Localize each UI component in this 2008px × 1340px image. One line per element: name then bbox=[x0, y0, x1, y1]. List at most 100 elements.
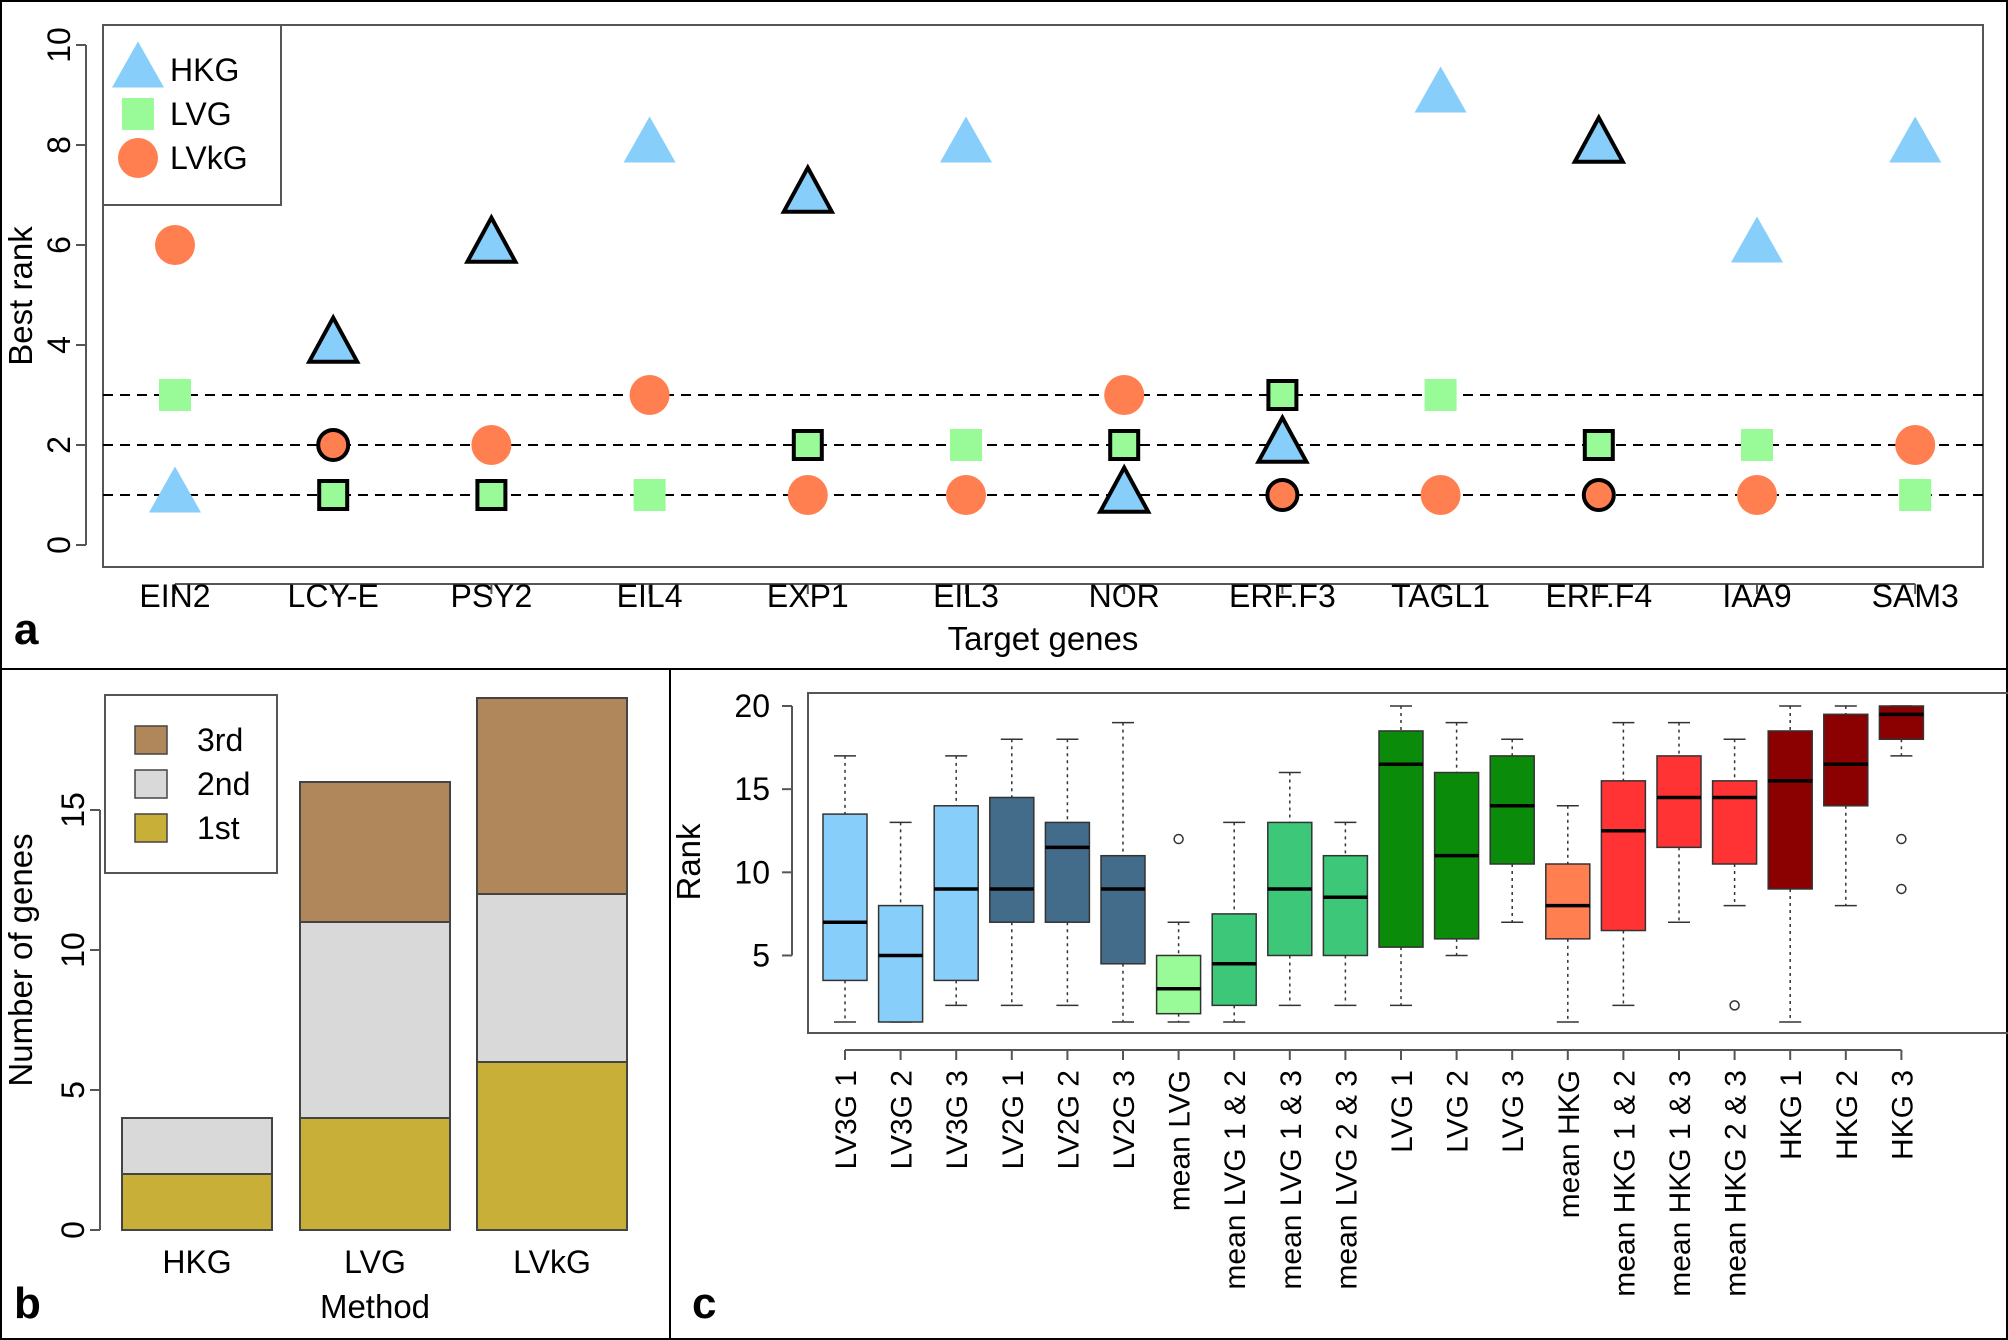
panel-a-y-tick-label: 8 bbox=[41, 136, 77, 154]
panel-a-point-lvkg-iaa9 bbox=[1737, 475, 1777, 515]
panel-a-point-lvkg-erf-f4 bbox=[1581, 478, 1616, 512]
panel-a-legend-marker-lvg bbox=[122, 98, 154, 130]
panel-c-box-lv3g-3 bbox=[933, 805, 979, 982]
panel-a-point-hkg-tagl1 bbox=[1414, 66, 1467, 113]
panel-a-point-lvkg-lcy-e bbox=[316, 428, 351, 462]
panel-a-point-lvg-erf-f4 bbox=[1582, 429, 1615, 461]
panel-c-box-mean-hkg-1-2 bbox=[1600, 780, 1647, 932]
panel-c-x-tick-label-mean-hkg-2-3: mean HKG 2 & 3 bbox=[1720, 1070, 1753, 1297]
panel-c-box-mean-hkg-1-3 bbox=[1656, 755, 1702, 849]
panel-c-x-tick-label-hkg-2: HKG 2 bbox=[1831, 1070, 1864, 1160]
panel-a-y-tick-label: 4 bbox=[41, 336, 77, 354]
panel-a-legend-label-hkg: HKG bbox=[170, 52, 239, 88]
panel-a-x-tick-label-psy2: PSY2 bbox=[450, 578, 532, 614]
panel-c-outlier-mean-hkg-2-3 bbox=[1729, 1000, 1740, 1011]
panel-b-bar-hkg-2nd bbox=[121, 1117, 273, 1175]
panel-a-point-lvkg-eil3 bbox=[946, 475, 986, 515]
panel-a-point-lvg-eil4 bbox=[633, 479, 666, 511]
panel-a-y-tick-label: 10 bbox=[41, 27, 77, 63]
panel-c-box-hkg-2 bbox=[1823, 713, 1869, 807]
panel-c-x-tick-label-mean-hkg-1-3: mean HKG 1 & 3 bbox=[1664, 1070, 1697, 1297]
panel-c-plot-frame bbox=[807, 692, 2008, 1034]
panel-c-letter: c bbox=[692, 1279, 716, 1328]
panel-a-x-tick-label-erf-f3: ERF.F3 bbox=[1229, 578, 1336, 614]
panel-b-legend-swatch-3rd bbox=[134, 725, 168, 755]
panel-c-x-tick-label-mean-hkg: mean HKG bbox=[1553, 1070, 1586, 1218]
panel-c-box-mean-lvg-2-3 bbox=[1322, 854, 1369, 957]
panel-b-y-tick-label: 10 bbox=[55, 932, 91, 968]
panel-a-y-tick-label: 0 bbox=[41, 536, 77, 554]
panel-c-x-tick-label-mean-lvg-1-3: mean LVG 1 & 3 bbox=[1275, 1070, 1308, 1290]
panel-a-point-lvkg-psy2 bbox=[471, 425, 512, 465]
panel-c-x-tick-label-lvg-2: LVG 2 bbox=[1442, 1070, 1475, 1153]
panel-a-scatter: 0 2 4 6 8 10 EIN2 LCY-E PSY2 EIL4 EXP1 EIL3 NOR ERF.F… bbox=[2, 24, 1984, 657]
panel-b-bar-lvkg-1st bbox=[476, 1061, 628, 1231]
panel-c-outlier-hkg-3 bbox=[1896, 833, 1907, 845]
panel-a-legend-marker-lvkg bbox=[118, 138, 158, 178]
panel-b-bar-lvg-1st bbox=[299, 1117, 451, 1231]
panel-c-x-tick-label-lv2g-3: LV2G 3 bbox=[1108, 1070, 1141, 1170]
panel-c-outlier-mean-lvg bbox=[1173, 833, 1184, 845]
panel-a-point-lvg-erf-f3 bbox=[1266, 379, 1299, 411]
panel-c-y-tick-label: 5 bbox=[752, 937, 770, 973]
panel-a-point-lvkg-tagl1 bbox=[1420, 475, 1461, 515]
panel-c-box-lvg-1 bbox=[1378, 730, 1424, 948]
panel-b-legend: 3rd 2nd 1st bbox=[104, 694, 278, 874]
panel-b-legend-swatch-1st bbox=[134, 813, 168, 843]
panel-a-point-lvkg-erf-f3 bbox=[1265, 478, 1300, 512]
panel-a-point-lvg-iaa9 bbox=[1741, 429, 1773, 461]
panel-c-box-lv3g-2 bbox=[877, 904, 924, 1023]
panel-c-x-tick-label-lvg-3: LVG 3 bbox=[1497, 1070, 1530, 1153]
panel-c-box-mean-lvg bbox=[1155, 954, 1202, 1015]
panel-c-box-lv2g-3 bbox=[1100, 854, 1146, 965]
panel-c-box-lv2g-2 bbox=[1044, 821, 1091, 923]
panel-a-point-lvg-exp1 bbox=[791, 429, 824, 461]
panel-c-x-tick-label-lv3g-2: LV3G 2 bbox=[886, 1070, 919, 1170]
panel-a-point-hkg-lcy-e bbox=[305, 313, 361, 364]
panel-a-point-lvg-eil3 bbox=[950, 429, 982, 461]
panel-a-legend: HKG LVG LVkG bbox=[102, 24, 282, 206]
panel-a-point-hkg-psy2 bbox=[464, 213, 519, 264]
panel-a-x-axis-title: Target genes bbox=[948, 620, 1139, 657]
panel-b-y-axis-title: Number of genes bbox=[2, 833, 39, 1086]
panel-a-y-tick-label: 2 bbox=[41, 436, 77, 454]
panel-a-y-axis-title: Best rank bbox=[2, 226, 39, 366]
panel-b-bar-lvkg-2nd bbox=[476, 893, 628, 1063]
panel-a-x-tick-label-erf-f4: ERF.F4 bbox=[1545, 578, 1652, 614]
panel-a-point-hkg-ein2 bbox=[149, 466, 201, 513]
panel-a-point-hkg-erf-f4 bbox=[1571, 113, 1627, 164]
panel-c-box-lv3g-1 bbox=[822, 813, 868, 982]
panel-b-legend-label-1st: 1st bbox=[197, 810, 240, 846]
panel-c-box-hkg-1 bbox=[1767, 730, 1813, 890]
panel-b-bar-hkg-1st bbox=[121, 1173, 273, 1231]
panel-a-point-lvg-tagl1 bbox=[1424, 379, 1457, 411]
panel-a-point-hkg-nor bbox=[1096, 463, 1152, 514]
panel-a-point-lvg-nor bbox=[1108, 429, 1141, 461]
panel-b-bar-lvg-3rd bbox=[299, 781, 451, 923]
panel-b-bar-lvkg-3rd bbox=[476, 697, 628, 895]
panel-c-x-tick-label-mean-lvg: mean LVG bbox=[1164, 1070, 1197, 1211]
panel-c-box-lvg-3 bbox=[1489, 755, 1535, 865]
panel-b-legend-swatch-2nd bbox=[134, 769, 168, 799]
panel-c-x-tick-label-lv2g-2: LV2G 2 bbox=[1052, 1070, 1085, 1170]
panel-b-legend-box bbox=[104, 694, 278, 874]
panel-a-legend-marker-hkg bbox=[112, 41, 164, 88]
panel-c-x-tick-label-mean-lvg-1-2: mean LVG 1 & 2 bbox=[1219, 1070, 1252, 1290]
panel-a-point-hkg-exp1 bbox=[780, 163, 836, 214]
panel-a-x-tick-label-ein2: EIN2 bbox=[139, 578, 210, 614]
panel-c-box-mean-hkg-2-3 bbox=[1711, 780, 1758, 865]
panel-c-x-tick-label-hkg-1: HKG 1 bbox=[1775, 1070, 1808, 1160]
panel-a-point-lvg-ein2 bbox=[159, 379, 191, 411]
panel-a-x-tick-label-sam3: SAM3 bbox=[1872, 578, 1959, 614]
panel-c-box-mean-lvg-1-2 bbox=[1211, 913, 1257, 1007]
panel-a-point-lvkg-sam3 bbox=[1895, 425, 1936, 465]
panel-b-x-tick-label-lvg: LVG bbox=[344, 1244, 406, 1280]
panel-a-point-lvkg-eil4 bbox=[629, 375, 670, 415]
panel-b-legend-label-3rd: 3rd bbox=[197, 722, 243, 758]
panel-c-x-tick-label-lv3g-1: LV3G 1 bbox=[830, 1070, 863, 1170]
panel-a-point-hkg-iaa9 bbox=[1731, 216, 1783, 263]
panel-c-x-tick-label-mean-lvg-2-3: mean LVG 2 & 3 bbox=[1330, 1070, 1363, 1290]
panel-b-x-tick-label-lvkg: LVkG bbox=[513, 1244, 591, 1280]
panel-c-x-tick-label-lv3g-3: LV3G 3 bbox=[941, 1070, 974, 1170]
